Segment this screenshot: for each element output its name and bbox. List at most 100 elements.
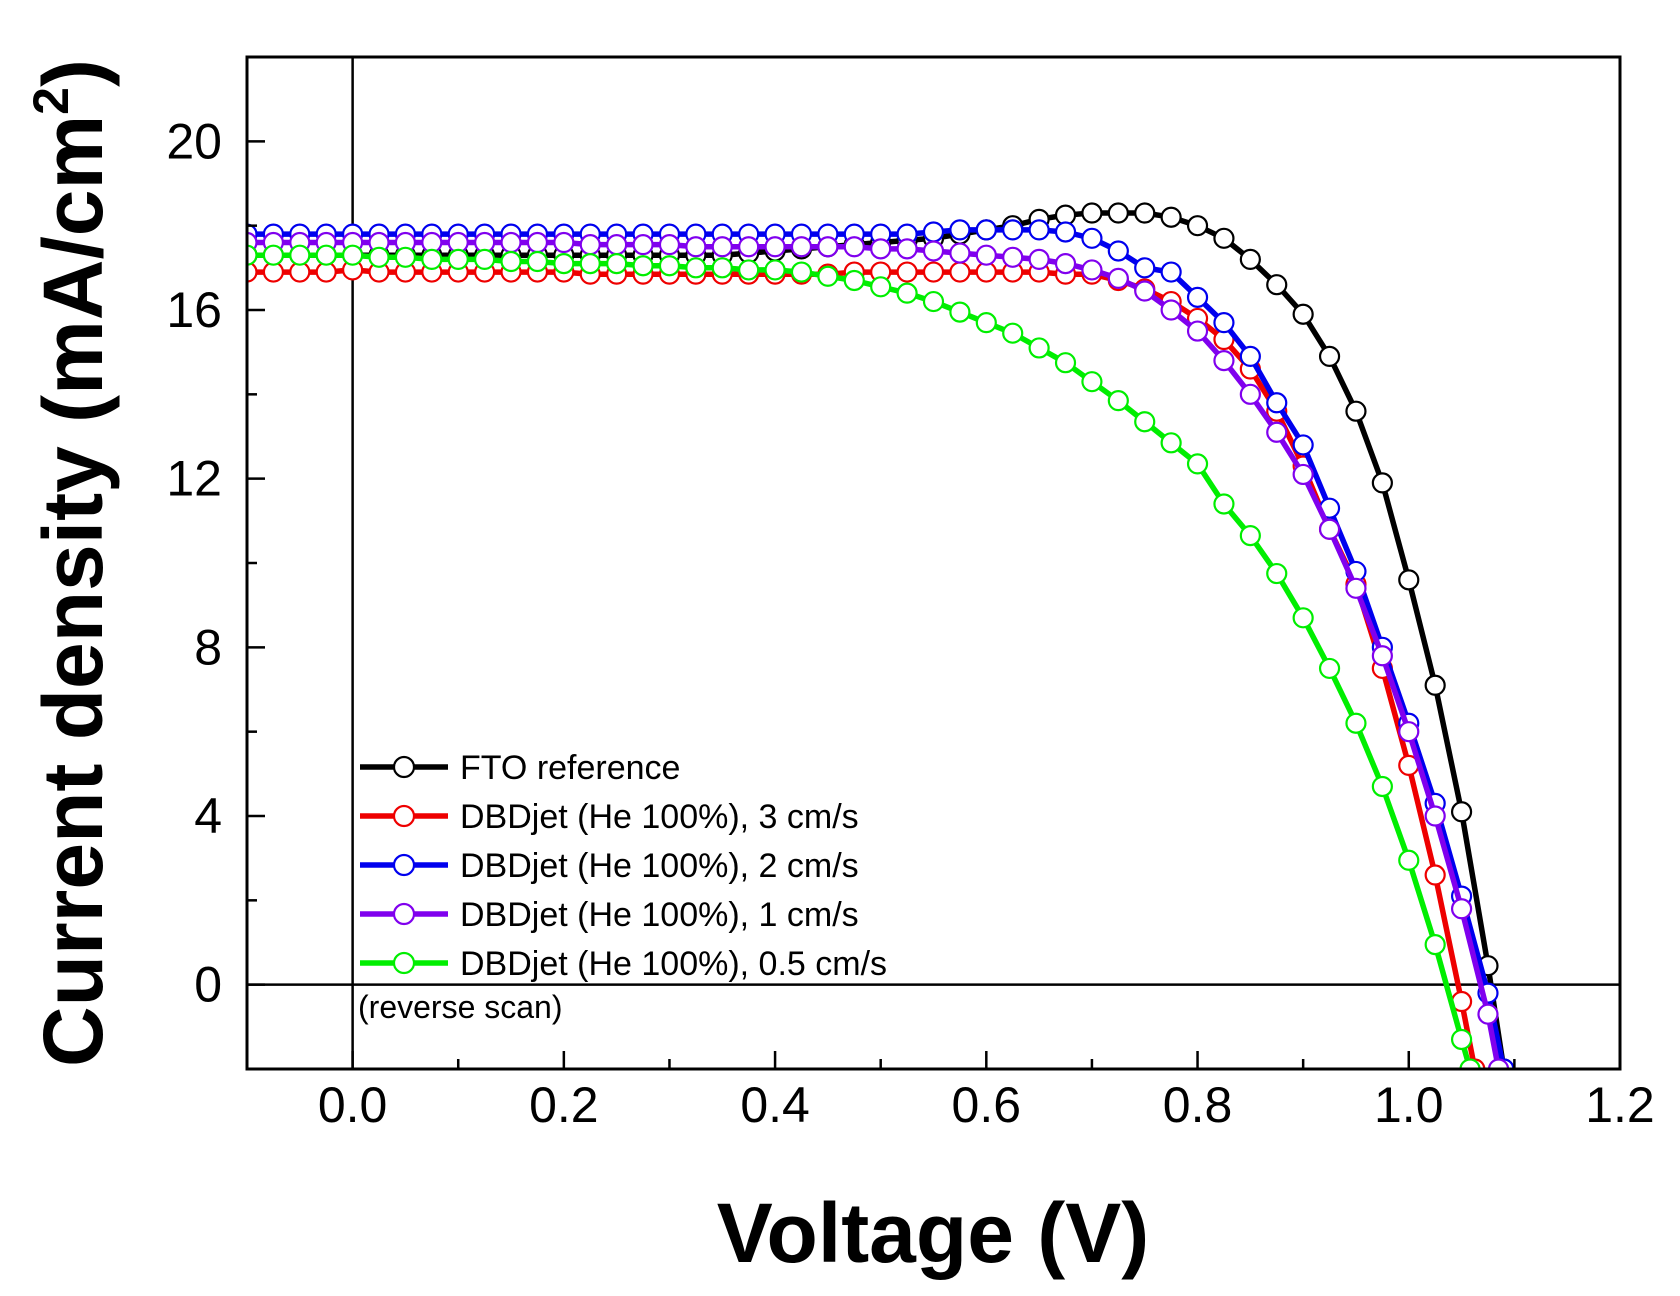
data-point [1239, 524, 1261, 547]
data-point [711, 236, 733, 258]
y-axis-title-superscript: 2 [23, 87, 79, 115]
data-point [1002, 219, 1024, 241]
data-point [1081, 202, 1103, 224]
data-point [474, 248, 496, 270]
data-point [817, 236, 839, 258]
data-point [1424, 864, 1446, 886]
data-point [1081, 259, 1103, 281]
legend-swatch-marker [392, 902, 416, 926]
data-point [922, 261, 945, 283]
data-point [711, 257, 733, 279]
data-point [1266, 274, 1288, 296]
y-axis-title: Current density (mA/cm2) [23, 59, 120, 1067]
data-point [1345, 400, 1367, 422]
data-point [738, 259, 760, 281]
series-3 [247, 231, 1510, 1069]
data-point [1292, 463, 1314, 486]
data-point [1424, 805, 1446, 827]
data-point [579, 253, 601, 275]
data-point [922, 240, 945, 262]
series-line [247, 227, 1507, 1069]
data-point [289, 244, 311, 266]
data-point [1477, 1003, 1499, 1025]
x-tick-label: 0.2 [529, 1077, 599, 1133]
data-point [658, 255, 681, 277]
data-point [553, 253, 575, 275]
data-point [1345, 712, 1367, 734]
data-point [1213, 493, 1235, 515]
x-tick-labels: 0.0 0.2 0.4 0.6 0.8 1.0 1.2 [318, 1077, 1655, 1133]
x-tick-label: 1.0 [1374, 1077, 1444, 1133]
data-point [1371, 472, 1393, 494]
y-tick-label: 20 [166, 113, 222, 169]
data-point [447, 248, 469, 270]
y-tick-label: 0 [194, 957, 222, 1013]
legend-label: FTO reference [460, 749, 680, 787]
y-tick-label: 8 [194, 619, 222, 675]
data-point [1186, 215, 1209, 237]
data-point [817, 265, 839, 287]
data-point [342, 244, 364, 266]
data-point [949, 301, 971, 323]
data-point [1028, 219, 1050, 241]
data-point [1081, 227, 1103, 249]
data-point [790, 261, 813, 283]
y-axis-title-main: Current density (mA/cm [26, 115, 120, 1067]
data-point [1398, 721, 1420, 743]
data-point [843, 269, 865, 292]
data-point [1054, 352, 1077, 374]
legend-item: DBDjet (He 100%), 2 cm/s [360, 847, 859, 885]
legend-swatch-marker [392, 951, 416, 975]
data-point [1318, 345, 1341, 367]
data-point [1266, 392, 1288, 414]
data-point [1107, 240, 1129, 262]
data-point [764, 259, 786, 281]
data-point [500, 231, 522, 254]
data-point [500, 250, 522, 273]
legend-item: FTO reference [360, 749, 680, 787]
y-tick-label: 12 [166, 451, 222, 507]
data-point [922, 221, 945, 243]
data-point [975, 219, 997, 241]
series-4 [247, 244, 1481, 1069]
data-point [1292, 607, 1314, 629]
data-point [632, 255, 654, 277]
data-point [1107, 267, 1129, 289]
data-point [247, 244, 258, 266]
data-point [764, 236, 786, 258]
data-point [949, 261, 971, 283]
x-axis-title: Voltage (V) [717, 1186, 1149, 1280]
data-point [1459, 1058, 1481, 1069]
data-point [843, 236, 865, 258]
data-point [949, 219, 971, 241]
data-point [526, 231, 549, 254]
plot-frame [245, 55, 1622, 1071]
data-point [632, 234, 654, 256]
data-point [1424, 674, 1446, 696]
data-point [1239, 248, 1261, 270]
data-point [262, 244, 285, 266]
zero-lines [247, 57, 1620, 1069]
data-point [394, 246, 417, 268]
data-point [368, 246, 390, 268]
data-point [1398, 569, 1420, 591]
data-point [247, 261, 258, 283]
data-point [1371, 775, 1393, 798]
data-point [1028, 337, 1050, 359]
data-point [1318, 657, 1341, 680]
data-point [1186, 453, 1209, 475]
legend-label: DBDjet (He 100%), 3 cm/s [460, 798, 859, 836]
data-point [896, 238, 918, 260]
data-point [1002, 322, 1024, 344]
data-point [1081, 371, 1103, 393]
data-point [922, 290, 945, 313]
data-point [949, 242, 971, 264]
data-point [975, 312, 997, 334]
legend-swatch-marker [392, 853, 416, 877]
data-point [1266, 562, 1288, 585]
data-point [685, 236, 707, 258]
data-point [685, 257, 707, 279]
data-point [738, 236, 760, 258]
y-tick-label: 4 [194, 788, 222, 844]
data-point [1487, 1058, 1510, 1069]
